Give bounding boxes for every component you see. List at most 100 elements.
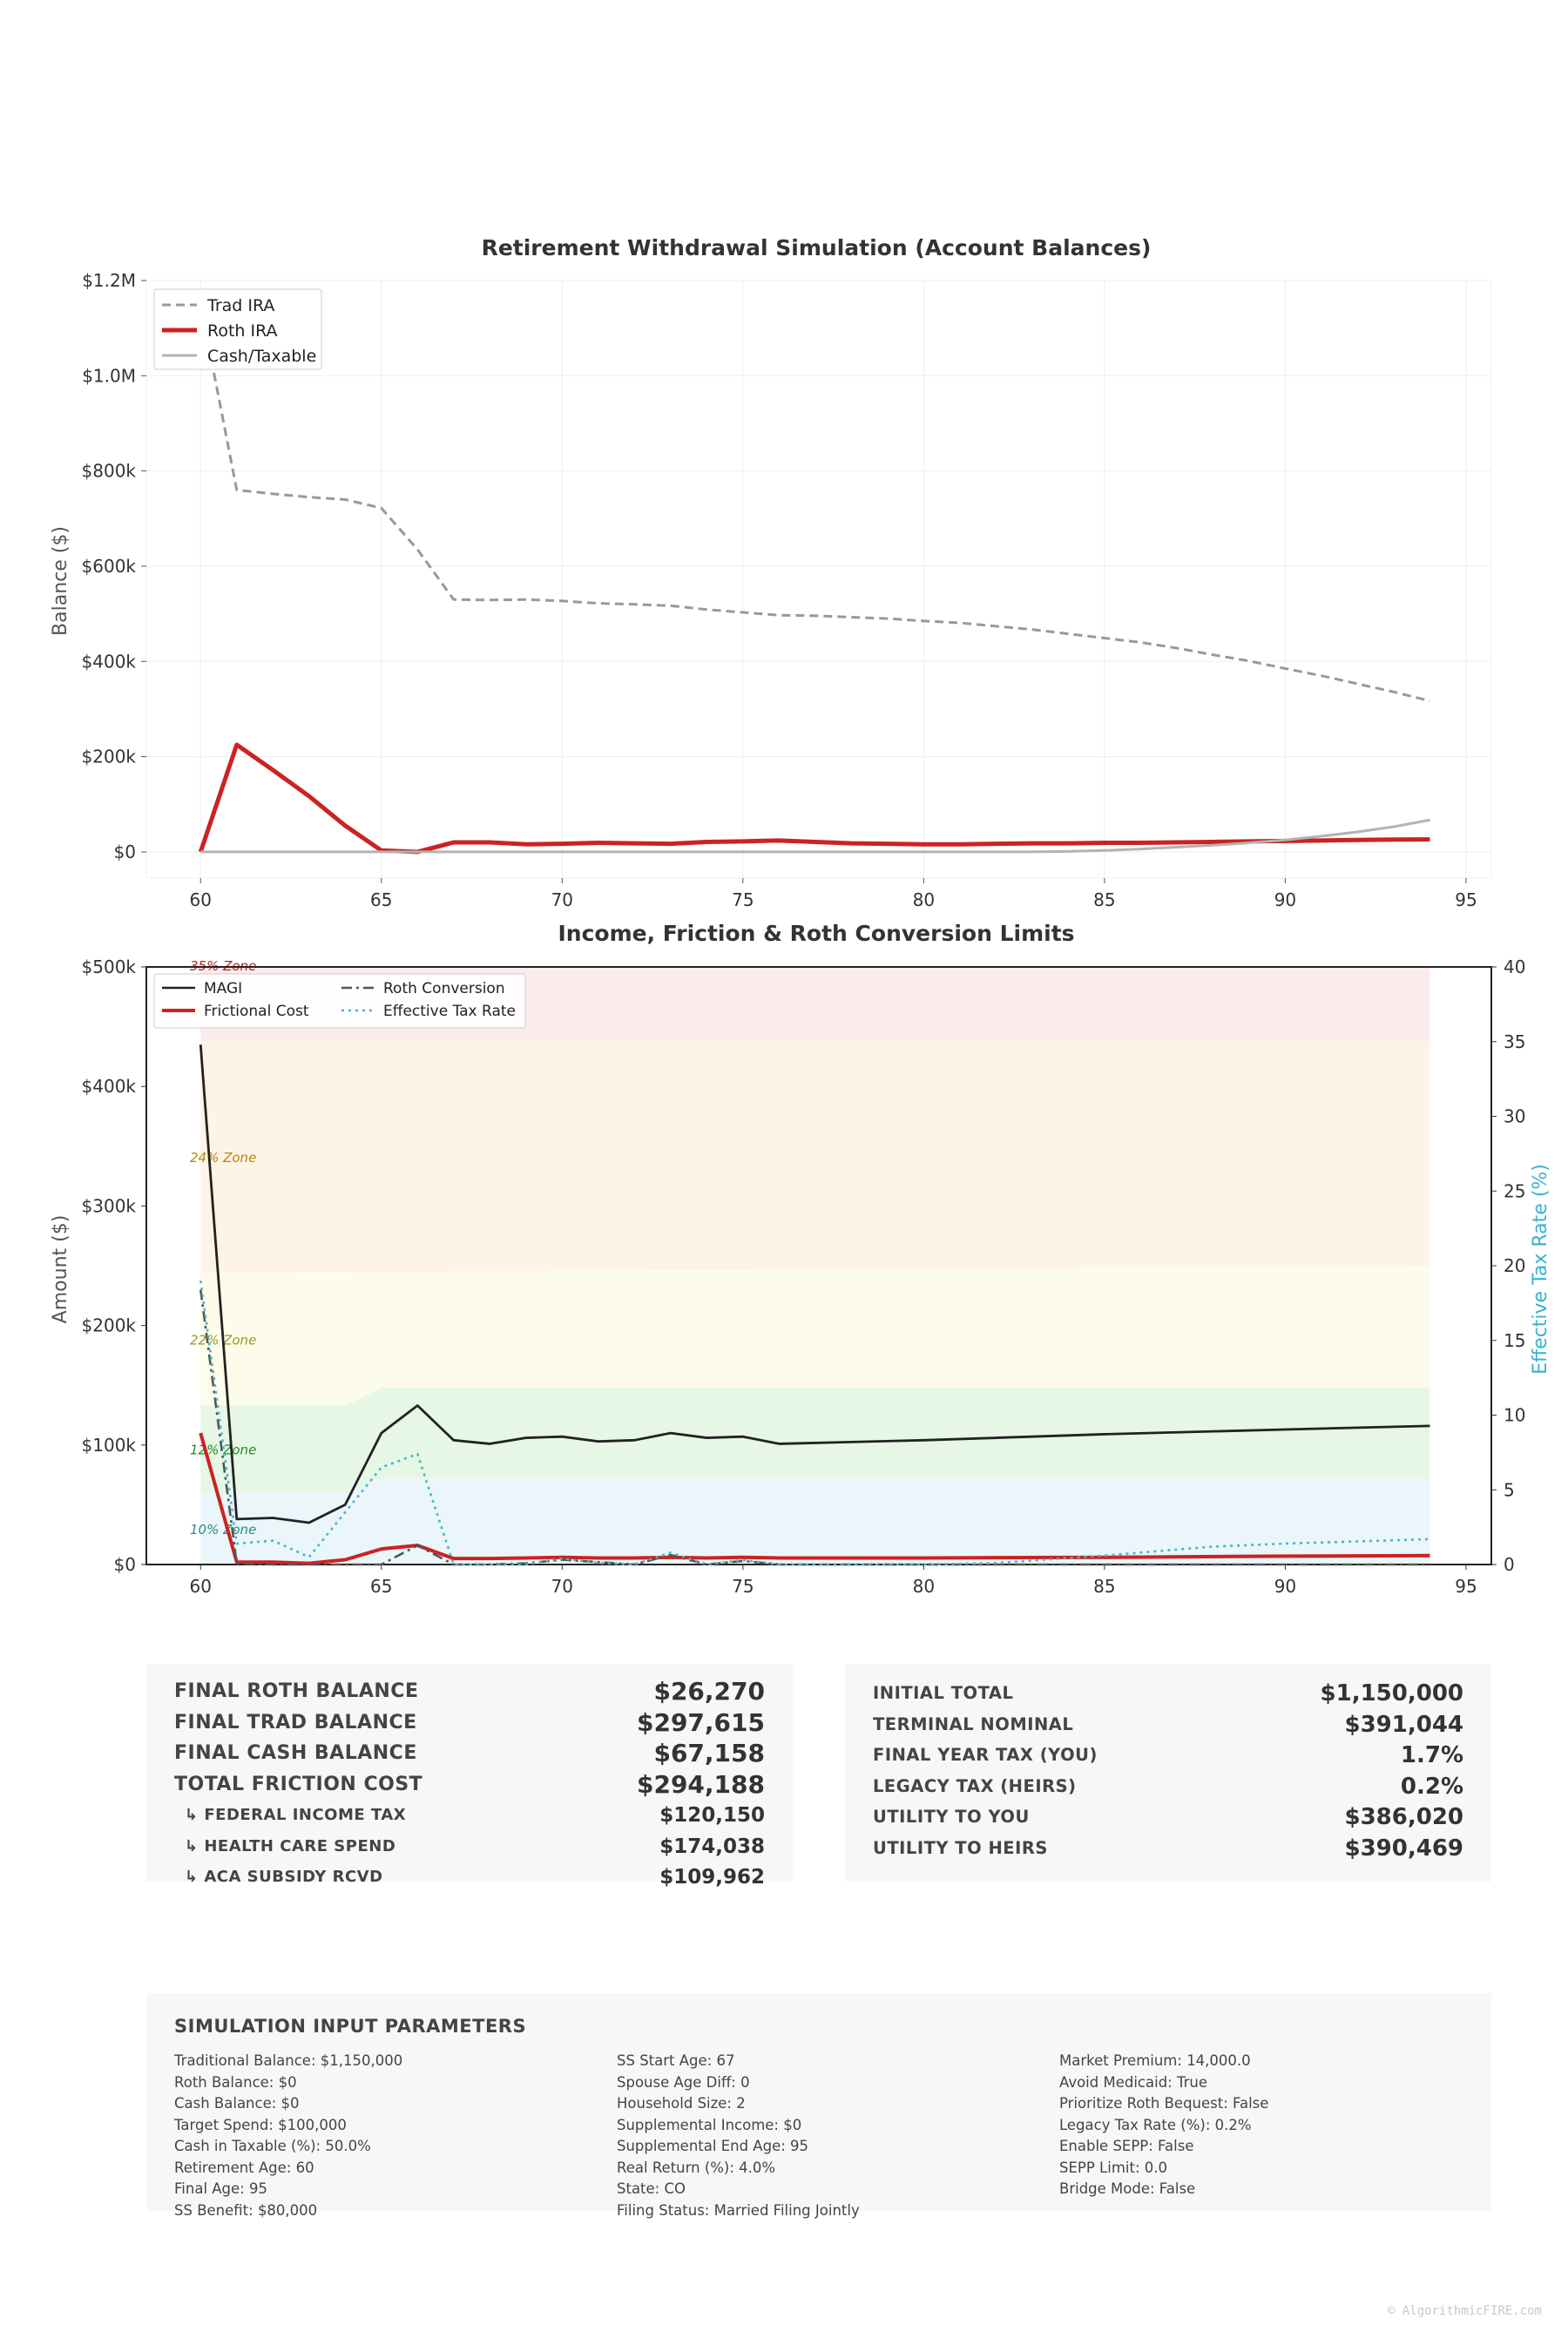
param-line: Avoid Medicaid: True bbox=[1059, 2073, 1208, 2091]
param-line: SEPP Limit: 0.0 bbox=[1059, 2159, 1167, 2176]
summary-label: INITIAL TOTAL bbox=[873, 1683, 1014, 1703]
chart2-legend-box bbox=[153, 973, 526, 1029]
summary-row: ↳ HEALTH CARE SPEND $174,038 bbox=[146, 1831, 793, 1862]
param-line: SS Benefit: $80,000 bbox=[174, 2201, 318, 2219]
params-column: Market Premium: 14,000.0 Avoid Medicaid: … bbox=[1059, 2051, 1268, 2200]
chart2-zone-label: 10% Zone bbox=[190, 1522, 256, 1538]
chart2-series-line bbox=[199, 1432, 1430, 1565]
summary-value: 0.2% bbox=[1400, 1773, 1463, 1800]
chart2-zone-label: 24% Zone bbox=[190, 1150, 256, 1166]
summary-value: $391,044 bbox=[1344, 1711, 1463, 1738]
summary-row: INITIAL TOTAL $1,150,000 bbox=[845, 1678, 1491, 1709]
chart1-xtick-label: 90 bbox=[1274, 889, 1296, 910]
chart2-y2label: Effective Tax Rate (%) bbox=[1530, 1164, 1551, 1375]
summary-value: $1,150,000 bbox=[1320, 1680, 1463, 1707]
chart2-y2tick-label: 0 bbox=[1504, 1554, 1515, 1575]
chart2-xtick-label: 75 bbox=[732, 1576, 754, 1597]
chart1-legend-box bbox=[153, 288, 322, 370]
summary-value: $67,158 bbox=[653, 1739, 765, 1767]
chart1-xtick-label: 80 bbox=[913, 889, 935, 910]
summary-value: $26,270 bbox=[653, 1677, 765, 1706]
params-title: SIMULATION INPUT PARAMETERS bbox=[174, 2016, 527, 2037]
param-line: Spouse Age Diff: 0 bbox=[617, 2073, 750, 2091]
account-balances-chart: Retirement Withdrawal Simulation (Accoun… bbox=[50, 235, 1492, 910]
param-line: Cash in Taxable (%): 50.0% bbox=[174, 2138, 371, 2154]
chart2-ylabel: Amount ($) bbox=[50, 1215, 71, 1324]
chart2-legend-label: MAGI bbox=[204, 980, 242, 997]
summary-label: ↳ ACA SUBSIDY RCVD bbox=[185, 1868, 383, 1886]
chart2-ytick-label: $500k bbox=[82, 956, 137, 977]
chart1-legend-label: Cash/Taxable bbox=[207, 347, 316, 366]
summary-value: $120,150 bbox=[659, 1804, 765, 1827]
summary-value: $297,615 bbox=[636, 1707, 765, 1737]
chart2-zone-band bbox=[200, 1387, 1430, 1493]
param-line: Real Return (%): 4.0% bbox=[617, 2159, 776, 2176]
summary-value: $390,469 bbox=[1344, 1835, 1463, 1862]
footer-copyright: © AlgorithmicFIRE.com bbox=[1387, 2304, 1542, 2318]
chart2-series-line bbox=[199, 1044, 1430, 1524]
chart2-series-line bbox=[199, 1280, 1430, 1566]
chart1-xtick-label: 65 bbox=[370, 889, 392, 910]
summary-row: ↳ ACA SUBSIDY RCVD $109,962 bbox=[146, 1862, 793, 1893]
chart2-ytick-label: $0 bbox=[114, 1554, 136, 1575]
chart2-zone-band bbox=[200, 1478, 1430, 1565]
param-line: Final Age: 95 bbox=[174, 2180, 267, 2197]
chart1-ytick-label: $1.2M bbox=[82, 270, 136, 291]
summary-row: LEGACY TAX (HEIRS) 0.2% bbox=[845, 1771, 1491, 1802]
summary-label: ↳ HEALTH CARE SPEND bbox=[185, 1836, 396, 1855]
chart1-legend-label: Roth IRA bbox=[207, 321, 278, 341]
summary-label: TOTAL FRICTION COST bbox=[174, 1773, 423, 1795]
params-column: SS Start Age: 67 Spouse Age Diff: 0 Househ… bbox=[617, 2051, 860, 2221]
summary-label: ↳ FEDERAL INCOME TAX bbox=[185, 1806, 407, 1824]
summary-value: $174,038 bbox=[659, 1835, 765, 1858]
income-friction-chart: Income, Friction & Roth Conversion Limit… bbox=[50, 921, 1551, 1597]
summary-value: $109,962 bbox=[659, 1866, 765, 1889]
chart1-xtick-label: 75 bbox=[732, 889, 754, 910]
param-line: Roth Balance: $0 bbox=[174, 2073, 297, 2091]
summary-row: UTILITY TO YOU $386,020 bbox=[845, 1801, 1491, 1833]
chart2-zone-band bbox=[200, 1266, 1430, 1406]
param-line: Market Premium: 14,000.0 bbox=[1059, 2052, 1251, 2069]
chart1-series-line bbox=[199, 304, 1430, 703]
summary-label: FINAL CASH BALANCE bbox=[174, 1742, 417, 1764]
chart2-legend: MAGI Frictional Cost Roth Conversion Effect… bbox=[153, 973, 526, 1029]
summary-panel-left: FINAL ROTH BALANCE $26,270 FINAL TRAD BALA… bbox=[146, 1664, 793, 1889]
chart2-y2tick-label: 5 bbox=[1504, 1479, 1515, 1500]
chart2-ytick-label: $100k bbox=[82, 1435, 137, 1456]
param-line: Retirement Age: 60 bbox=[174, 2159, 314, 2176]
chart1-ytick-label: $200k bbox=[82, 747, 137, 767]
summary-row: FINAL TRAD BALANCE $297,615 bbox=[146, 1707, 793, 1739]
param-line: State: CO bbox=[617, 2180, 686, 2197]
param-line: Traditional Balance: $1,150,000 bbox=[174, 2052, 403, 2069]
param-line: Cash Balance: $0 bbox=[174, 2095, 300, 2112]
chart2-xtick-label: 60 bbox=[190, 1576, 212, 1597]
chart1-series-line bbox=[200, 818, 1430, 854]
param-line: Supplemental End Age: 95 bbox=[617, 2138, 809, 2154]
chart2-xtick-label: 85 bbox=[1093, 1576, 1115, 1597]
summary-row: FINAL YEAR TAX (YOU) 1.7% bbox=[845, 1740, 1491, 1771]
param-line: Legacy Tax Rate (%): 0.2% bbox=[1059, 2116, 1252, 2133]
chart2-xtick-label: 70 bbox=[551, 1576, 573, 1597]
chart1-xtick-label: 70 bbox=[551, 889, 573, 910]
chart2-xtick-label: 90 bbox=[1274, 1576, 1296, 1597]
chart2-y2tick-label: 35 bbox=[1504, 1031, 1525, 1052]
chart2-y2tick-label: 10 bbox=[1504, 1405, 1525, 1426]
chart2-ytick-label: $300k bbox=[82, 1195, 137, 1216]
chart2-ytick-label: $200k bbox=[82, 1315, 137, 1336]
chart2-xtick-label: 65 bbox=[370, 1576, 392, 1597]
chart2-legend-label: Frictional Cost bbox=[204, 1003, 309, 1020]
summary-label: TERMINAL NOMINAL bbox=[873, 1713, 1074, 1734]
summary-row: UTILITY TO HEIRS $390,469 bbox=[845, 1833, 1491, 1864]
chart1-ylabel: Balance ($) bbox=[50, 526, 71, 636]
chart1-xtick-label: 95 bbox=[1455, 889, 1477, 910]
summary-value: 1.7% bbox=[1400, 1742, 1463, 1768]
summary-label: UTILITY TO YOU bbox=[873, 1807, 1030, 1827]
chart1-frame bbox=[145, 280, 1492, 879]
chart1-ytick-label: $600k bbox=[82, 556, 137, 577]
summary-row: FINAL ROTH BALANCE $26,270 bbox=[146, 1676, 793, 1707]
chart2-y2tick-label: 15 bbox=[1504, 1330, 1525, 1351]
param-line: Enable SEPP: False bbox=[1059, 2138, 1194, 2154]
chart1-ytick-label: $0 bbox=[114, 841, 136, 862]
chart1-xtick-label: 60 bbox=[190, 889, 212, 910]
param-line: Filing Status: Married Filing Jointly bbox=[617, 2201, 860, 2219]
